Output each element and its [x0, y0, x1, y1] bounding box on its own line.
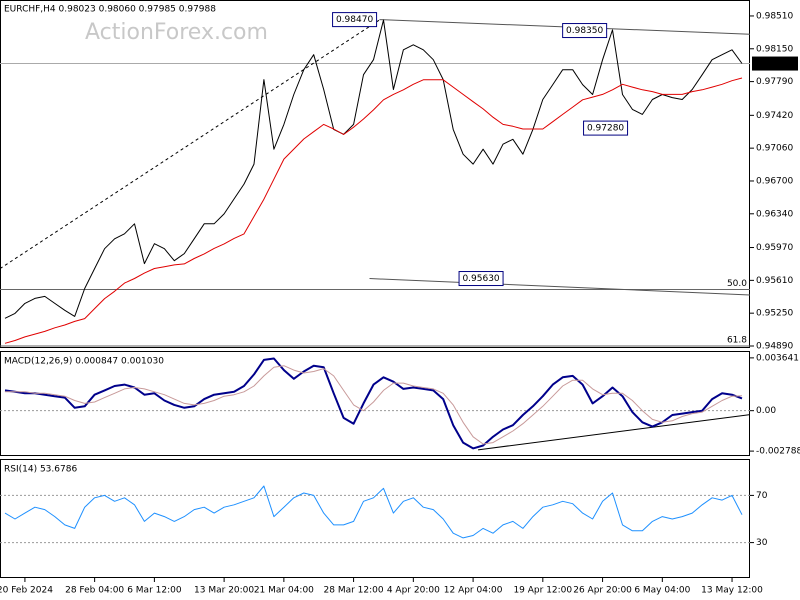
y-tick-label: 0.00 [756, 406, 776, 416]
price-annotation: 0.95630 [462, 274, 499, 284]
series-line [4, 485, 743, 539]
series-line [5, 365, 743, 445]
price-annotation-box [562, 23, 608, 39]
x-tick-label: 12 Apr 04:00 [444, 586, 503, 596]
y-tick-label: 0.003641 [756, 353, 799, 363]
price-annotation-box [332, 12, 378, 28]
x-tick-label: 6 May 04:00 [634, 586, 690, 596]
x-tick-label: 20 Feb 2024 [0, 586, 53, 596]
series-line [4, 19, 743, 319]
y-tick-label: 0.95250 [756, 309, 793, 319]
fib-label: 61.8 [727, 335, 747, 345]
x-tick-label: 13 Mar 20:00 [194, 586, 254, 596]
rsi-panel-frame [0, 459, 750, 578]
last-price-label: 0.97988 [755, 59, 792, 69]
y-tick-label: 0.95970 [756, 243, 793, 253]
y-tick-label: 0.97790 [756, 77, 793, 87]
y-tick-label: -0.002788 [756, 447, 800, 457]
x-tick-label: 4 Apr 20:00 [387, 586, 440, 596]
y-tick-label: 0.98510 [756, 11, 793, 21]
x-tick-label: 28 Feb 04:00 [65, 586, 124, 596]
price-annotation: 0.97280 [587, 124, 624, 134]
price-annotation-box [583, 120, 629, 136]
y-tick-label: 0.95610 [756, 276, 793, 286]
panel-title: EURCHF,H4 0.98023 0.98060 0.97985 0.9798… [4, 5, 216, 15]
y-tick-label: 30 [756, 538, 768, 548]
panel-title: RSI(14) 53.6786 [4, 465, 77, 475]
y-tick-label: 0.94890 [756, 341, 793, 351]
y-tick-label: 0.96340 [756, 209, 793, 219]
series-line [4, 357, 743, 450]
y-tick-label: 0.97420 [756, 111, 793, 121]
trendline [0, 19, 380, 270]
y-tick-label: 70 [756, 491, 768, 501]
price-annotation: 0.98470 [336, 15, 373, 25]
series-line [4, 77, 743, 344]
y-tick-label: 0.98150 [756, 44, 793, 54]
watermark: ActionForex.com [85, 20, 268, 45]
fib-label: 50.0 [727, 279, 747, 289]
x-tick-label: 28 Mar 12:00 [324, 586, 384, 596]
x-tick-label: 26 Apr 20:00 [573, 586, 632, 596]
x-tick-label: 6 Mar 12:00 [127, 586, 182, 596]
last-price-tag [752, 56, 798, 71]
x-tick-label: 21 Mar 04:00 [254, 586, 314, 596]
price-panel-frame [0, 0, 750, 348]
price-annotation-box [458, 271, 504, 287]
panel-title: MACD(12,26,9) 0.000847 0.001030 [4, 357, 164, 367]
y-tick-label: 0.97060 [756, 144, 793, 154]
trendline [478, 414, 751, 451]
price-annotation: 0.98350 [566, 26, 603, 36]
y-tick-label: 0.96700 [756, 176, 793, 186]
trendline [369, 278, 750, 296]
x-tick-label: 19 Apr 12:00 [513, 586, 572, 596]
macd-panel-frame [0, 351, 750, 456]
x-tick-label: 13 May 12:00 [701, 586, 763, 596]
